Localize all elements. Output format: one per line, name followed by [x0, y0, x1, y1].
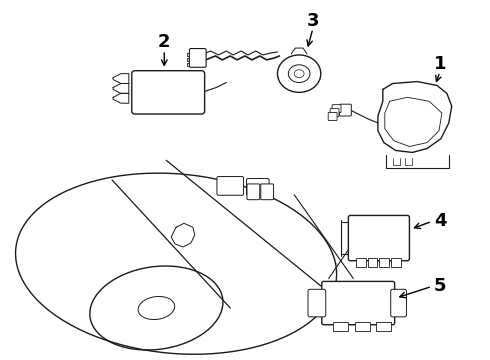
FancyBboxPatch shape	[330, 109, 339, 117]
FancyBboxPatch shape	[356, 258, 366, 267]
Polygon shape	[378, 82, 452, 152]
FancyBboxPatch shape	[340, 104, 351, 116]
FancyBboxPatch shape	[261, 184, 273, 200]
Text: 5: 5	[434, 277, 446, 295]
Text: 4: 4	[434, 212, 446, 230]
FancyBboxPatch shape	[391, 289, 407, 317]
Text: 3: 3	[307, 12, 319, 30]
FancyBboxPatch shape	[189, 49, 206, 67]
Polygon shape	[171, 223, 195, 247]
FancyBboxPatch shape	[355, 322, 369, 331]
FancyBboxPatch shape	[328, 113, 337, 121]
FancyBboxPatch shape	[333, 322, 348, 331]
FancyBboxPatch shape	[246, 179, 269, 195]
FancyBboxPatch shape	[247, 184, 260, 200]
FancyBboxPatch shape	[308, 289, 326, 317]
FancyBboxPatch shape	[322, 282, 394, 325]
Text: 1: 1	[434, 55, 446, 73]
FancyBboxPatch shape	[368, 258, 377, 267]
FancyBboxPatch shape	[132, 71, 205, 114]
FancyBboxPatch shape	[332, 105, 341, 113]
FancyBboxPatch shape	[379, 258, 389, 267]
FancyBboxPatch shape	[376, 322, 391, 331]
FancyBboxPatch shape	[391, 258, 401, 267]
FancyBboxPatch shape	[217, 176, 244, 195]
Ellipse shape	[277, 55, 321, 93]
Text: 2: 2	[158, 33, 171, 51]
FancyBboxPatch shape	[348, 215, 410, 261]
